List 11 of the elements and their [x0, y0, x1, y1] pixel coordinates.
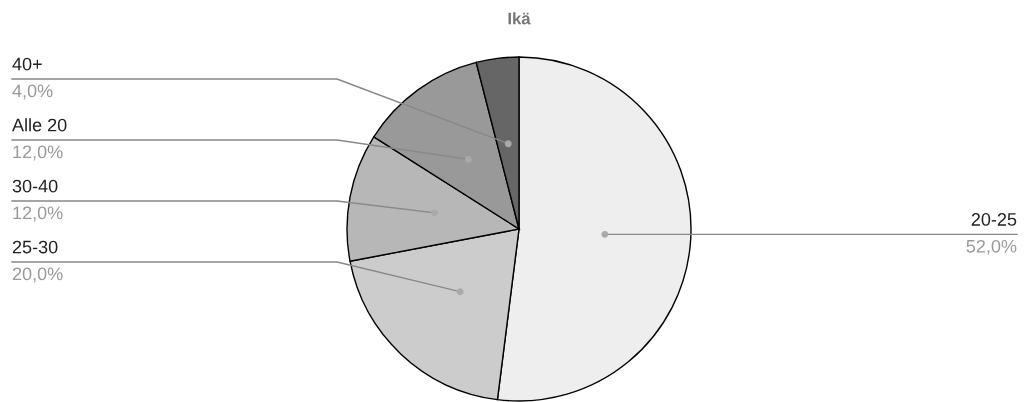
slice-label: 25-30: [12, 240, 58, 254]
data-label: 52,0%: [966, 239, 1017, 255]
data-label: 20,0%: [12, 267, 63, 283]
data-label: 12,0%: [13, 145, 63, 161]
slice-label: 30-40: [12, 179, 58, 193]
data-label: 4,0%: [12, 84, 53, 100]
slice-label: 40+: [12, 57, 42, 71]
chart-title: Ikä: [508, 12, 531, 25]
slice-label: 20-25: [971, 213, 1017, 226]
slice-label: Alle 20: [12, 118, 67, 132]
data-label: 12,0%: [13, 206, 63, 222]
